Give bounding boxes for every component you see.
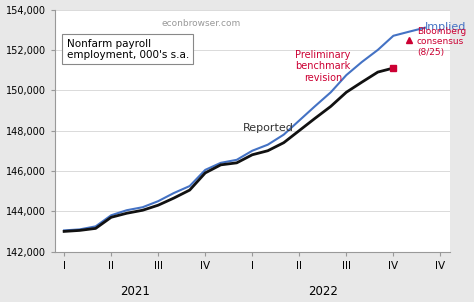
Text: 2022: 2022 xyxy=(308,285,338,298)
Text: Bloomberg
consensus
(8/25): Bloomberg consensus (8/25) xyxy=(417,27,466,57)
Text: 2021: 2021 xyxy=(120,285,150,298)
Text: Reported: Reported xyxy=(243,123,294,133)
Text: Preliminary
benchmark
revision: Preliminary benchmark revision xyxy=(295,50,350,83)
Text: econbrowser.com: econbrowser.com xyxy=(161,19,240,28)
Text: Nonfarm payroll
employment, 000's s.a.: Nonfarm payroll employment, 000's s.a. xyxy=(66,39,189,60)
Text: Implied: Implied xyxy=(425,22,467,32)
